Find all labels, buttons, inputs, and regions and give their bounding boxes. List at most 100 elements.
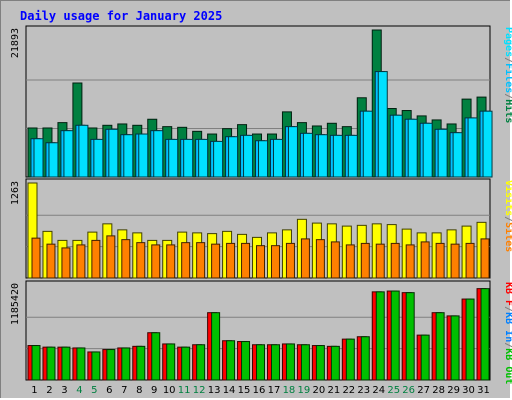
legend-hits-item-0: Pages xyxy=(503,27,512,57)
day-label-18: 18 xyxy=(283,385,296,396)
bar-hits-pages-day-3 xyxy=(63,130,74,178)
bar-visits-sites-day-6 xyxy=(106,235,116,279)
bar-kbf-kb-out-day-3 xyxy=(61,346,71,381)
day-label-16: 16 xyxy=(253,385,266,396)
day-label-14: 14 xyxy=(223,385,236,396)
legend-kbf-item-0: KB F xyxy=(503,282,512,306)
bar-visits-sites-day-13 xyxy=(211,243,221,279)
day-label-24: 24 xyxy=(372,385,385,396)
bar-hits-pages-day-2 xyxy=(48,142,59,178)
bar-visits-sites-day-14 xyxy=(226,242,236,279)
bar-kbf-kb-out-day-28 xyxy=(435,312,445,381)
bar-kbf-kb-out-day-5 xyxy=(91,351,101,381)
panel-kbf-ytick-label: 1185420 xyxy=(10,283,21,325)
day-label-6: 6 xyxy=(106,385,112,396)
bar-visits-sites-day-19 xyxy=(300,238,310,279)
legend-hits-item-1: / xyxy=(503,57,512,63)
bar-visits-sites-day-28 xyxy=(435,242,445,279)
bar-hits-pages-day-30 xyxy=(467,117,478,178)
bar-kbf-kb-out-day-7 xyxy=(121,347,131,381)
legend-kbf-item-4: KB Out xyxy=(503,348,512,384)
bar-visits-sites-day-29 xyxy=(450,243,460,279)
bar-kbf-kb-out-day-6 xyxy=(106,349,116,381)
bar-hits-pages-day-13 xyxy=(213,140,224,178)
legend-kbf-item-2: KB In xyxy=(503,312,512,342)
bar-hits-pages-day-5 xyxy=(93,138,104,178)
bar-visits-sites-day-21 xyxy=(330,241,340,279)
bar-visits-sites-day-17 xyxy=(270,245,280,279)
bar-visits-sites-day-20 xyxy=(315,239,325,279)
bar-hits-pages-day-12 xyxy=(198,138,209,178)
bar-kbf-kb-out-day-12 xyxy=(196,344,206,381)
legend-visits-item-0: Visits xyxy=(503,180,512,216)
bar-kbf-kb-out-day-24 xyxy=(375,291,385,381)
day-label-22: 22 xyxy=(342,385,355,396)
day-label-12: 12 xyxy=(193,385,206,396)
bar-hits-pages-day-17 xyxy=(272,138,283,178)
bar-kbf-kb-out-day-20 xyxy=(315,345,325,381)
bar-kbf-kb-out-day-9 xyxy=(151,332,161,381)
day-label-28: 28 xyxy=(432,385,445,396)
day-label-1: 1 xyxy=(31,385,37,396)
bar-kbf-kb-out-day-17 xyxy=(270,344,280,381)
bar-visits-sites-day-24 xyxy=(375,243,385,279)
bar-visits-sites-day-1 xyxy=(31,237,41,279)
legend-kbf-item-3: / xyxy=(503,342,512,348)
bar-visits-sites-day-7 xyxy=(121,239,131,279)
bar-kbf-kb-out-day-19 xyxy=(300,344,310,381)
bar-kbf-kb-out-day-26 xyxy=(405,292,415,381)
bar-hits-pages-day-10 xyxy=(168,138,179,178)
legend-hits-item-4: Hits xyxy=(503,99,512,123)
bar-visits-sites-day-8 xyxy=(136,242,146,279)
bar-visits-sites-day-2 xyxy=(46,243,56,279)
panel-visits-legend: Visits/Sites xyxy=(503,180,512,252)
bar-hits-pages-day-16 xyxy=(258,140,269,178)
day-label-26: 26 xyxy=(402,385,415,396)
bar-hits-pages-day-9 xyxy=(153,130,164,178)
bar-kbf-kb-out-day-4 xyxy=(76,347,86,381)
day-label-13: 13 xyxy=(208,385,221,396)
bar-kbf-kb-out-day-21 xyxy=(330,345,340,381)
bar-kbf-kb-out-day-2 xyxy=(46,346,56,381)
bar-kbf-kb-out-day-8 xyxy=(136,345,146,381)
day-labels: 1 2 3 4 5 6 7 8 9 10 11 12 13 14 15 16 17 18 19 20 21 22 23 24 2… xyxy=(31,385,490,396)
bar-visits-sites-day-15 xyxy=(241,242,251,279)
bar-visits-sites-day-26 xyxy=(405,244,415,279)
bar-hits-pages-day-24 xyxy=(377,71,388,178)
bar-visits-sites-day-16 xyxy=(256,245,266,279)
day-label-27: 27 xyxy=(417,385,430,396)
day-label-4: 4 xyxy=(76,385,82,396)
day-label-5: 5 xyxy=(91,385,97,396)
bar-hits-pages-day-23 xyxy=(362,110,373,178)
panel-visits-ytick-label: 1263 xyxy=(10,181,21,205)
bar-kbf-kb-out-day-29 xyxy=(450,315,460,381)
bar-visits-sites-day-22 xyxy=(345,244,355,279)
panel-hits-legend: Pages/Files/Hits xyxy=(503,27,512,123)
bar-kbf-kb-out-day-15 xyxy=(241,341,251,381)
bar-hits-pages-day-14 xyxy=(228,136,239,178)
bar-kbf-kb-out-day-31 xyxy=(480,288,490,381)
bar-hits-pages-day-25 xyxy=(392,114,403,178)
bar-hits-pages-day-27 xyxy=(422,122,433,178)
bar-kbf-kb-out-day-16 xyxy=(256,344,266,381)
bar-visits-sites-day-31 xyxy=(480,238,490,279)
day-label-2: 2 xyxy=(46,385,52,396)
day-label-20: 20 xyxy=(313,385,326,396)
day-label-17: 17 xyxy=(268,385,281,396)
day-label-19: 19 xyxy=(298,385,311,396)
bar-kbf-kb-out-day-18 xyxy=(285,343,295,381)
bar-hits-pages-day-26 xyxy=(407,118,418,178)
bar-kbf-kb-out-day-30 xyxy=(465,298,475,381)
bar-hits-pages-day-31 xyxy=(482,110,493,178)
bar-hits-pages-day-29 xyxy=(452,132,463,178)
bar-hits-pages-day-6 xyxy=(108,128,119,178)
legend-visits-item-2: Sites xyxy=(503,222,512,252)
bar-visits-sites-day-23 xyxy=(360,242,370,279)
bar-hits-pages-day-22 xyxy=(347,134,358,178)
legend-hits-item-2: Files xyxy=(503,63,512,93)
legend-hits-item-3: / xyxy=(503,93,512,99)
bar-kbf-kb-out-day-23 xyxy=(360,336,370,381)
bar-visits-sites-day-12 xyxy=(196,242,206,279)
